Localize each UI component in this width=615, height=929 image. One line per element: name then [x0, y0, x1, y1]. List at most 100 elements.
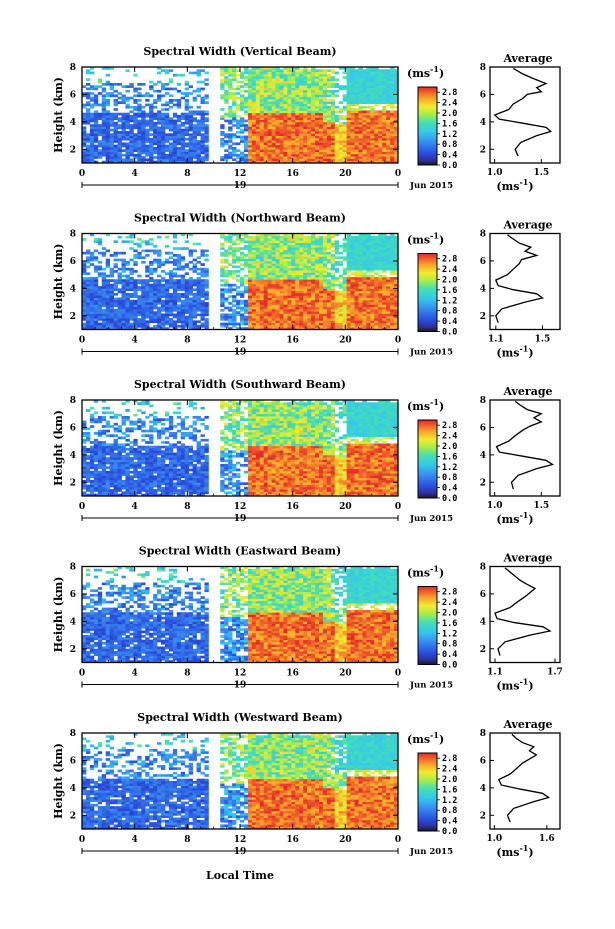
- heatmap-cells: [82, 233, 399, 330]
- profile-title: Average: [502, 219, 552, 232]
- colorbar-tick-label: 2.8: [442, 754, 457, 764]
- date-label: Jun 2015: [409, 514, 453, 524]
- colorbar-tick-label: 1.6: [442, 452, 457, 462]
- colorbar-tick-label: 2.4: [442, 432, 457, 442]
- colorbar-tick-label: 0.8: [442, 473, 457, 483]
- profile-frame: [489, 565, 561, 664]
- x-tick-label: 16: [286, 336, 299, 346]
- y-tick-label: 4: [70, 284, 76, 294]
- y-tick-label: 6: [70, 257, 76, 267]
- y-tick-label: 2: [70, 478, 76, 488]
- profile-unit: (ms-1): [496, 843, 533, 859]
- panel-title: Spectral Width (Eastward Beam): [139, 545, 341, 558]
- profile-frame: [489, 232, 561, 331]
- y-tick-label: 8: [70, 63, 76, 73]
- profile-title: Average: [502, 52, 552, 65]
- heatmap-cells: [82, 566, 399, 663]
- day-label: 19: [234, 181, 247, 191]
- profile-frame: [489, 399, 561, 497]
- x-tick-label: 0: [395, 669, 401, 679]
- profile-title: Average: [502, 385, 552, 398]
- colorbar-tick-label: 1.6: [442, 286, 457, 296]
- x-tick-label: 0: [79, 336, 85, 346]
- profile-y-tick-label: 8: [480, 729, 486, 739]
- y-tick-label: 6: [70, 423, 76, 433]
- x-tick-label: 0: [395, 835, 401, 845]
- profile-y-tick-label: 2: [480, 312, 486, 322]
- profile-y-tick-label: 6: [480, 423, 486, 433]
- panel-5: Spectral Width (Westward Beam)0 4 8 12 16 20 0…: [52, 711, 561, 859]
- profile-y-tick-label: 4: [480, 284, 486, 294]
- profile-line: [495, 400, 555, 490]
- x-tick-label: 16: [286, 169, 299, 179]
- y-tick-label: 4: [70, 118, 76, 128]
- x-tick-label: 8: [184, 669, 190, 679]
- y-tick-label: 2: [70, 811, 76, 821]
- heatmap-cells: [82, 67, 399, 164]
- colorbar-tick-label: 1.6: [442, 619, 457, 629]
- colorbar-tick-label: 0.0: [442, 494, 457, 504]
- colorbar-tick-label: 2.8: [442, 88, 457, 98]
- profile-y-tick-label: 4: [480, 617, 486, 627]
- colorbar-tick-label: 2.0: [442, 109, 457, 119]
- x-tick-label: 0: [395, 502, 401, 512]
- x-tick-label: 0: [79, 502, 85, 512]
- profile-line: [494, 234, 545, 323]
- colorbar-tick-label: 2.0: [442, 442, 457, 452]
- colorbar-unit: (ms-1): [407, 231, 444, 247]
- x-tick-label: 0: [79, 669, 85, 679]
- y-tick-label: 2: [70, 145, 76, 155]
- heatmap-cells: [82, 400, 399, 497]
- colorbar-unit: (ms-1): [407, 564, 444, 580]
- profile-unit: (ms-1): [496, 510, 533, 526]
- profile-y-tick-label: 8: [480, 396, 486, 406]
- colorbar-tick-label: 0.0: [442, 827, 457, 837]
- panel-2: Spectral Width (Northward Beam)0 4 8 12 16 20…: [52, 212, 561, 360]
- colorbar: [417, 253, 438, 332]
- y-tick-label: 8: [70, 563, 76, 573]
- y-tick-label: 6: [70, 756, 76, 766]
- x-tick-label: 0: [395, 336, 401, 346]
- x-tick-label: 20: [339, 336, 352, 346]
- profile-y-tick-label: 8: [480, 63, 486, 73]
- colorbar-tick-label: 2.4: [442, 598, 457, 608]
- colorbar-tick-label: 0.8: [442, 140, 457, 150]
- x-tick-label: 0: [79, 835, 85, 845]
- date-label: Jun 2015: [409, 847, 453, 857]
- colorbar-tick-label: 0.0: [442, 661, 457, 671]
- profile-line: [497, 733, 551, 823]
- x-tick-label: 0: [395, 169, 401, 179]
- colorbar-tick-label: 2.0: [442, 276, 457, 286]
- x-tick-label: 4: [132, 169, 138, 179]
- day-label: 19: [234, 681, 247, 691]
- colorbar-tick-label: 2.0: [442, 775, 457, 785]
- colorbar: [417, 419, 438, 499]
- colorbar-tick-label: 0.0: [442, 328, 457, 338]
- y-tick-label: 4: [70, 784, 76, 794]
- x-tick-label: 12: [234, 502, 247, 512]
- colorbar-tick-label: 0.8: [442, 806, 457, 816]
- profile-y-tick-label: 6: [480, 590, 486, 600]
- panel-3: Spectral Width (Southward Beam)0 4 8 12 16 20…: [52, 378, 561, 526]
- colorbar-tick-label: 1.2: [442, 130, 457, 140]
- day-label: 19: [234, 847, 247, 857]
- x-tick-label: 20: [339, 169, 352, 179]
- profile-unit: (ms-1): [496, 177, 533, 193]
- colorbar-tick-label: 2.4: [442, 265, 457, 275]
- profile-y-tick-label: 2: [480, 645, 486, 655]
- x-tick-label: 20: [339, 669, 352, 679]
- profile-y-tick-label: 6: [480, 257, 486, 267]
- profile-y-tick-label: 8: [480, 230, 486, 240]
- x-tick-label: 0: [79, 169, 85, 179]
- colorbar-tick-label: 2.8: [442, 421, 457, 431]
- height-ylabel: Height (km): [52, 77, 65, 153]
- profile-unit: (ms-1): [496, 344, 533, 360]
- height-ylabel: Height (km): [52, 577, 65, 653]
- day-label: 19: [234, 514, 247, 524]
- x-tick-label: 8: [184, 835, 190, 845]
- date-label: Jun 2015: [409, 681, 453, 691]
- x-tick-label: 8: [184, 169, 190, 179]
- panel-title: Spectral Width (Southward Beam): [134, 378, 346, 391]
- colorbar: [417, 86, 438, 166]
- colorbar-unit: (ms-1): [407, 64, 444, 80]
